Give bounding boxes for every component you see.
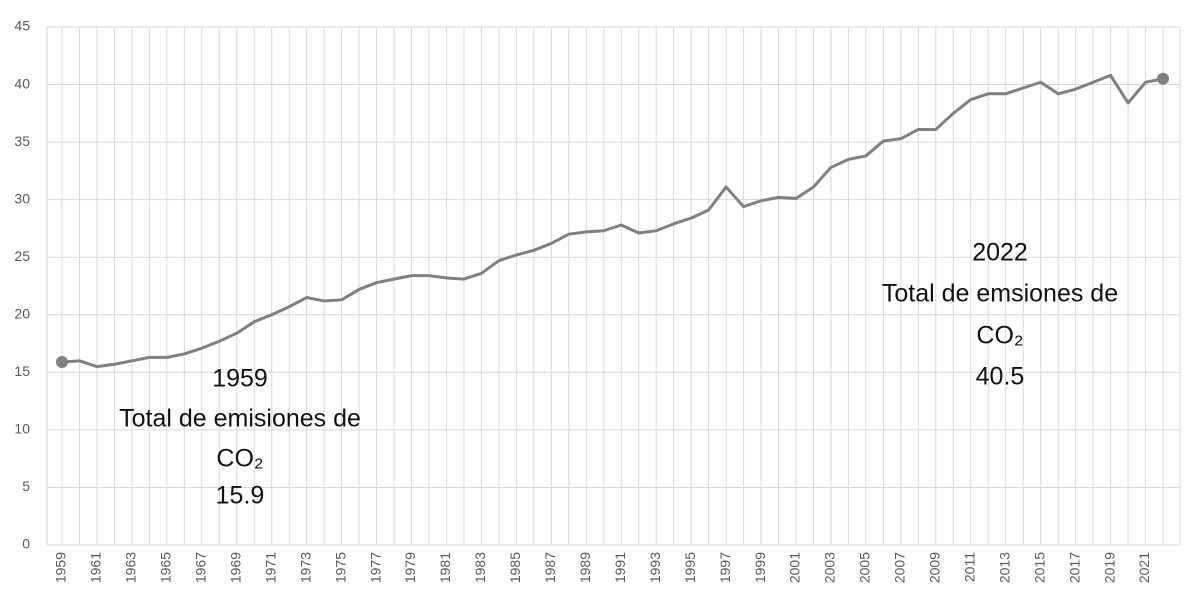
x-tick-label: 1981 (437, 552, 453, 583)
y-tick-label: 15 (14, 363, 30, 379)
end-marker (56, 355, 68, 368)
x-tick-label: 2021 (1136, 552, 1152, 583)
end-marker (1157, 72, 1169, 85)
x-tick-label: 2005 (857, 552, 873, 583)
y-tick-label: 25 (14, 248, 30, 264)
annotation-year: 1959 (212, 365, 268, 393)
x-tick-label: 2009 (927, 552, 943, 583)
x-tick-label: 2013 (996, 552, 1012, 583)
y-tick-label: 5 (22, 478, 30, 494)
x-tick-label: 1977 (367, 552, 383, 583)
x-tick-label: 1991 (612, 552, 628, 583)
x-tick-label: 1965 (158, 552, 174, 583)
x-tick-label: 1995 (682, 552, 698, 583)
y-tick-label: 35 (14, 133, 30, 149)
x-tick-label: 1979 (402, 552, 418, 583)
x-tick-label: 2007 (892, 552, 908, 583)
x-tick-label: 1961 (88, 552, 104, 583)
y-tick-label: 10 (14, 421, 30, 437)
annotation-text: CO₂ (976, 322, 1023, 350)
x-tick-label: 2001 (787, 552, 803, 583)
annotation-value: 40.5 (976, 363, 1025, 391)
x-tick-label: 1963 (123, 552, 139, 583)
y-tick-label: 40 (14, 75, 30, 91)
x-tick-label: 1985 (507, 552, 523, 583)
x-tick-label: 1999 (752, 552, 768, 583)
annotation-text: CO₂ (216, 445, 263, 473)
x-tick-label: 1997 (717, 552, 733, 583)
y-tick-label: 0 (22, 536, 30, 552)
x-tick-label: 1989 (577, 552, 593, 583)
annotation-text: Total de emsiones de (882, 280, 1118, 308)
annotation-value: 15.9 (216, 482, 265, 510)
x-tick-label: 2003 (822, 552, 838, 583)
x-tick-label: 2011 (961, 552, 977, 582)
y-tick-label: 45 (14, 18, 30, 34)
y-tick-label: 20 (14, 305, 30, 321)
x-tick-label: 1987 (542, 552, 558, 583)
x-tick-label: 1975 (332, 552, 348, 583)
x-tick-label: 1969 (227, 552, 243, 583)
y-tick-label: 30 (14, 190, 30, 206)
x-tick-label: 1993 (647, 552, 663, 583)
x-tick-label: 1983 (472, 552, 488, 583)
annotation-year: 2022 (972, 239, 1028, 267)
annotation-text: Total de emisiones de (119, 405, 361, 433)
x-tick-label: 1971 (262, 552, 278, 583)
x-tick-label: 2019 (1101, 552, 1117, 583)
x-tick-label: 2015 (1031, 552, 1047, 583)
x-tick-label: 2017 (1066, 552, 1082, 583)
data-line (61, 73, 1164, 369)
x-tick-label: 1959 (53, 552, 69, 583)
x-tick-label: 1973 (297, 552, 313, 583)
x-tick-label: 1967 (193, 552, 209, 583)
